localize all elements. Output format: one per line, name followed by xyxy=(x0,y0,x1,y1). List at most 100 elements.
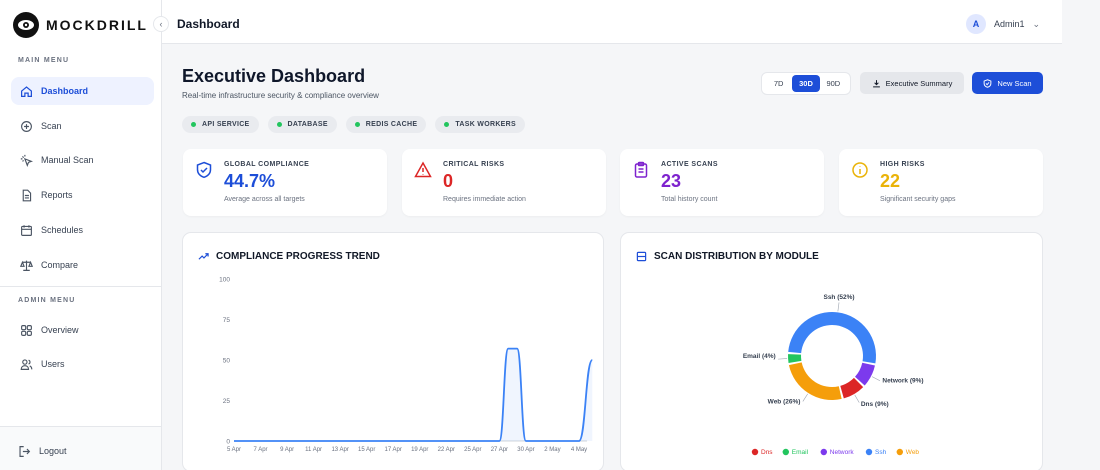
stat-card-high-risks: HIGH RISKS 22 Significant security gaps xyxy=(839,149,1043,216)
stat-value: 23 xyxy=(661,171,682,191)
stat-note: Average across all targets xyxy=(224,196,305,203)
sidebar-item-users[interactable]: Users xyxy=(11,350,154,378)
legend-label: Web xyxy=(906,449,920,456)
slice-leader-line xyxy=(871,376,881,382)
service-status-list: API SERVICE DATABASE REDIS CACHE TASK WO… xyxy=(182,116,534,133)
stat-card-critical-risks: CRITICAL RISKS 0 Requires immediate acti… xyxy=(402,149,606,216)
pie-slice-email[interactable] xyxy=(788,354,802,363)
executive-summary-button[interactable]: Executive Summary xyxy=(860,72,964,94)
avatar: A xyxy=(965,14,986,34)
logout-icon xyxy=(18,445,31,458)
pie-slice-network[interactable] xyxy=(855,362,875,386)
x-tick-label: 15 Apr xyxy=(358,447,375,453)
sidebar: MOCKDRILL MAIN MENU Dashboard Scan Manua… xyxy=(0,0,162,470)
pie-slice-ssh[interactable] xyxy=(788,311,876,364)
sidebar-item-label: Dashboard xyxy=(41,86,89,96)
status-dot xyxy=(444,122,450,127)
chevron-left-icon: ‹ xyxy=(159,19,163,29)
users-icon xyxy=(20,358,33,371)
scale-icon xyxy=(20,259,33,272)
range-30d-button[interactable]: 30D xyxy=(792,75,820,92)
x-tick-label: 13 Apr xyxy=(331,447,348,453)
stat-value: 22 xyxy=(880,171,901,191)
slice-label: Dns (9%) xyxy=(861,401,889,408)
service-label: TASK WORKERS xyxy=(455,121,516,128)
range-90d-button[interactable]: 90D xyxy=(826,79,841,88)
stat-note: Total history count xyxy=(661,196,718,203)
legend-swatch xyxy=(751,448,759,456)
shield-check-icon xyxy=(195,161,213,179)
sidebar-item-schedules[interactable]: Schedules xyxy=(11,216,154,244)
slice-leader-line xyxy=(778,358,788,360)
user-name: Admin1 xyxy=(993,19,1025,29)
user-menu[interactable]: A Admin1 ⌄ xyxy=(965,14,1040,34)
y-tick-label: 50 xyxy=(223,358,231,365)
pie-slice-web[interactable] xyxy=(788,362,842,400)
sidebar-item-scan[interactable]: Scan xyxy=(11,112,154,140)
range-7d-button[interactable]: 7D xyxy=(773,79,784,88)
sidebar-item-label: Compare xyxy=(41,260,79,270)
stat-label: ACTIVE SCANS xyxy=(661,161,718,168)
service-pill: TASK WORKERS xyxy=(435,116,525,133)
grid-icon xyxy=(20,324,33,337)
brand[interactable]: MOCKDRILL xyxy=(13,12,148,38)
x-tick-label: 9 Apr xyxy=(280,447,294,453)
shield-icon xyxy=(984,78,992,88)
status-dot xyxy=(191,122,196,127)
download-icon xyxy=(872,79,880,87)
service-label: DATABASE xyxy=(287,121,328,128)
service-label: REDIS CACHE xyxy=(365,121,418,128)
stat-card-global-compliance: GLOBAL COMPLIANCE 44.7% Average across a… xyxy=(183,149,387,216)
x-tick-label: 17 Apr xyxy=(385,447,402,453)
stat-value: 0 xyxy=(443,171,454,191)
status-dot xyxy=(276,122,282,127)
calendar-icon xyxy=(20,224,33,237)
eye-logo-icon xyxy=(13,12,39,38)
target-icon xyxy=(20,120,33,133)
info-circle-icon xyxy=(851,161,869,179)
executive-summary-label: Executive Summary xyxy=(885,78,953,88)
admin-menu-heading: ADMIN MENU xyxy=(18,297,76,304)
logout-area: Logout xyxy=(0,426,161,470)
sidebar-item-label: Scan xyxy=(41,121,62,131)
logout-label: Logout xyxy=(39,446,67,456)
trending-up-icon xyxy=(198,253,209,260)
x-tick-label: 4 May xyxy=(571,447,587,453)
layout-icon xyxy=(636,251,647,262)
sidebar-item-overview[interactable]: Overview xyxy=(11,316,154,344)
slice-label: Web (26%) xyxy=(768,398,801,405)
sidebar-item-compare[interactable]: Compare xyxy=(11,251,154,279)
legend-label: Network xyxy=(830,449,855,456)
status-dot xyxy=(354,122,360,127)
panel-title-text: SCAN DISTRIBUTION BY MODULE xyxy=(654,251,819,262)
slice-label: Email (4%) xyxy=(743,353,776,360)
slice-leader-line xyxy=(837,302,840,312)
x-tick-label: 11 Apr xyxy=(305,447,322,453)
page-subtitle: Real-time infrastructure security & comp… xyxy=(182,91,379,100)
y-tick-label: 75 xyxy=(223,317,231,324)
legend-label: Dns xyxy=(761,449,773,456)
slice-label: Ssh (52%) xyxy=(823,294,854,301)
y-tick-label: 0 xyxy=(226,439,230,446)
new-scan-button[interactable]: New Scan xyxy=(972,72,1043,94)
legend-swatch xyxy=(820,448,827,456)
document-icon xyxy=(20,189,33,202)
logout-button[interactable]: Logout xyxy=(9,437,152,465)
sidebar-item-reports[interactable]: Reports xyxy=(11,181,154,209)
clipboard-icon xyxy=(632,161,650,179)
stat-label: GLOBAL COMPLIANCE xyxy=(224,161,310,168)
sidebar-item-label: Users xyxy=(41,359,65,369)
legend-swatch xyxy=(782,448,789,456)
pie-slice-dns[interactable] xyxy=(840,377,864,399)
y-tick-label: 25 xyxy=(223,398,231,405)
stat-label: HIGH RISKS xyxy=(880,161,925,168)
sidebar-collapse-button[interactable]: ‹ xyxy=(153,16,169,32)
slice-leader-line xyxy=(854,394,860,403)
service-pill: REDIS CACHE xyxy=(345,116,427,133)
warning-triangle-icon xyxy=(414,161,432,179)
panel-title-text: COMPLIANCE PROGRESS TREND xyxy=(216,251,380,262)
home-icon xyxy=(20,85,33,98)
sidebar-item-dashboard[interactable]: Dashboard xyxy=(11,77,154,105)
panel-title: COMPLIANCE PROGRESS TREND xyxy=(198,251,380,262)
sidebar-item-manual-scan[interactable]: Manual Scan xyxy=(11,146,154,174)
